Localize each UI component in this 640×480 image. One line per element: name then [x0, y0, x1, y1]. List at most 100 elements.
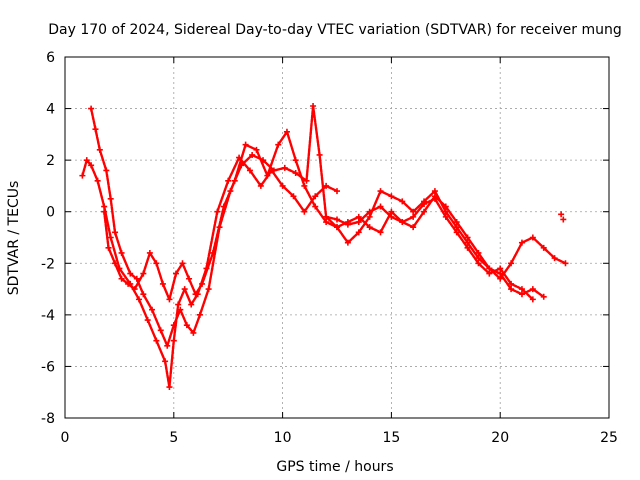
- data-point-track-1: [225, 177, 232, 184]
- data-point-track-4: [475, 260, 482, 267]
- data-point-track-3: [442, 203, 449, 210]
- data-point-track-2: [140, 291, 147, 298]
- data-point-track-3: [275, 141, 282, 148]
- data-point-track-2: [92, 126, 99, 133]
- data-point-track-3: [125, 280, 132, 287]
- data-point-track-4: [344, 221, 351, 228]
- data-point-track-3: [146, 249, 153, 256]
- x-tick-label: 5: [169, 430, 178, 446]
- data-point-track-3: [540, 293, 547, 300]
- data-point-track-4: [366, 208, 373, 215]
- data-point-track-3: [497, 270, 504, 277]
- data-point-track-3: [464, 234, 471, 241]
- data-point-track-4: [421, 200, 428, 207]
- data-point-track-1: [107, 234, 114, 241]
- data-point-track-2: [96, 146, 103, 153]
- data-point-track-1: [290, 193, 297, 200]
- data-point-track-3: [118, 275, 125, 282]
- data-point-track-2: [177, 306, 184, 313]
- data-point-track-4: [518, 286, 525, 293]
- y-tick-label: 6: [46, 50, 55, 66]
- data-point-track-3: [159, 280, 166, 287]
- data-point-track-3: [172, 270, 179, 277]
- data-point-track-4: [497, 265, 504, 272]
- data-point-track-2: [183, 322, 190, 329]
- data-point-track-2: [377, 188, 384, 195]
- data-point-track-3: [421, 208, 428, 215]
- data-point-isolated-points: [558, 211, 565, 218]
- data-point-track-2: [190, 329, 197, 336]
- data-point-track-3: [355, 213, 362, 220]
- data-point-track-3: [388, 208, 395, 215]
- data-point-track-3: [518, 291, 525, 298]
- data-point-track-1: [323, 182, 330, 189]
- data-point-track-2: [316, 151, 323, 158]
- data-point-track-1: [334, 188, 340, 195]
- y-axis-label: SDTVAR / TECUs: [6, 181, 22, 296]
- x-tick-label: 0: [61, 430, 70, 446]
- data-point-track-3: [166, 296, 173, 303]
- data-point-track-4: [377, 203, 384, 210]
- data-point-track-2: [249, 151, 256, 158]
- data-point-track-3: [486, 265, 493, 272]
- data-point-track-2: [399, 198, 406, 205]
- data-point-track-2: [292, 170, 299, 177]
- data-point-track-3: [153, 260, 160, 267]
- data-point-track-3: [410, 224, 417, 231]
- data-point-track-1: [144, 317, 151, 324]
- data-point-track-2: [310, 102, 317, 109]
- data-point-track-2: [366, 213, 373, 220]
- data-point-isolated-points: [560, 216, 567, 223]
- data-point-track-2: [497, 275, 504, 282]
- y-tick-label: 0: [46, 205, 55, 221]
- data-point-track-1: [170, 337, 177, 344]
- data-point-track-2: [303, 177, 310, 184]
- data-point-track-2: [431, 188, 438, 195]
- data-point-track-3: [209, 249, 216, 256]
- data-point-track-1: [88, 162, 95, 169]
- data-point-track-2: [196, 311, 203, 318]
- data-point-track-3: [101, 208, 108, 215]
- axis-ticks: 0 5 10 15 20 25 -8 -6 -4 -2 0 2 4 6: [41, 50, 618, 446]
- data-point-track-3: [186, 275, 193, 282]
- data-point-track-3: [323, 219, 330, 226]
- data-point-track-2: [270, 167, 277, 174]
- y-tick-label: -8: [41, 411, 55, 427]
- data-point-track-4: [323, 213, 330, 220]
- data-point-track-3: [334, 224, 340, 231]
- data-point-track-4: [442, 213, 449, 220]
- data-point-track-3: [105, 244, 112, 251]
- data-point-track-3: [199, 280, 206, 287]
- data-point-track-1: [312, 193, 319, 200]
- y-tick-label: 2: [46, 153, 55, 169]
- data-point-track-2: [149, 306, 156, 313]
- data-point-track-2: [410, 208, 417, 215]
- data-point-track-4: [399, 219, 406, 226]
- data-point-track-2: [205, 286, 212, 293]
- data-point-track-4: [529, 296, 536, 303]
- data-point-track-1: [162, 358, 169, 365]
- data-point-track-4: [486, 270, 493, 277]
- data-point-track-1: [257, 182, 264, 189]
- data-point-track-2: [475, 255, 482, 262]
- data-point-track-2: [157, 327, 164, 334]
- data-point-track-2: [107, 195, 114, 202]
- data-point-track-2: [551, 255, 558, 262]
- data-point-track-4: [388, 213, 395, 220]
- data-point-track-2: [562, 260, 569, 267]
- series-track-4: [324, 197, 534, 301]
- data-point-track-2: [118, 249, 125, 256]
- data-point-track-3: [453, 219, 460, 226]
- data-point-track-2: [529, 234, 536, 241]
- x-tick-label: 15: [382, 430, 400, 446]
- data-point-track-1: [279, 182, 286, 189]
- data-point-track-1: [79, 172, 86, 179]
- data-point-track-3: [283, 128, 290, 135]
- data-point-track-4: [334, 216, 340, 223]
- data-point-track-4: [508, 280, 515, 287]
- data-point-track-3: [529, 286, 536, 293]
- data-point-track-1: [83, 157, 90, 164]
- y-tick-label: -4: [41, 308, 55, 324]
- data-point-track-3: [179, 260, 186, 267]
